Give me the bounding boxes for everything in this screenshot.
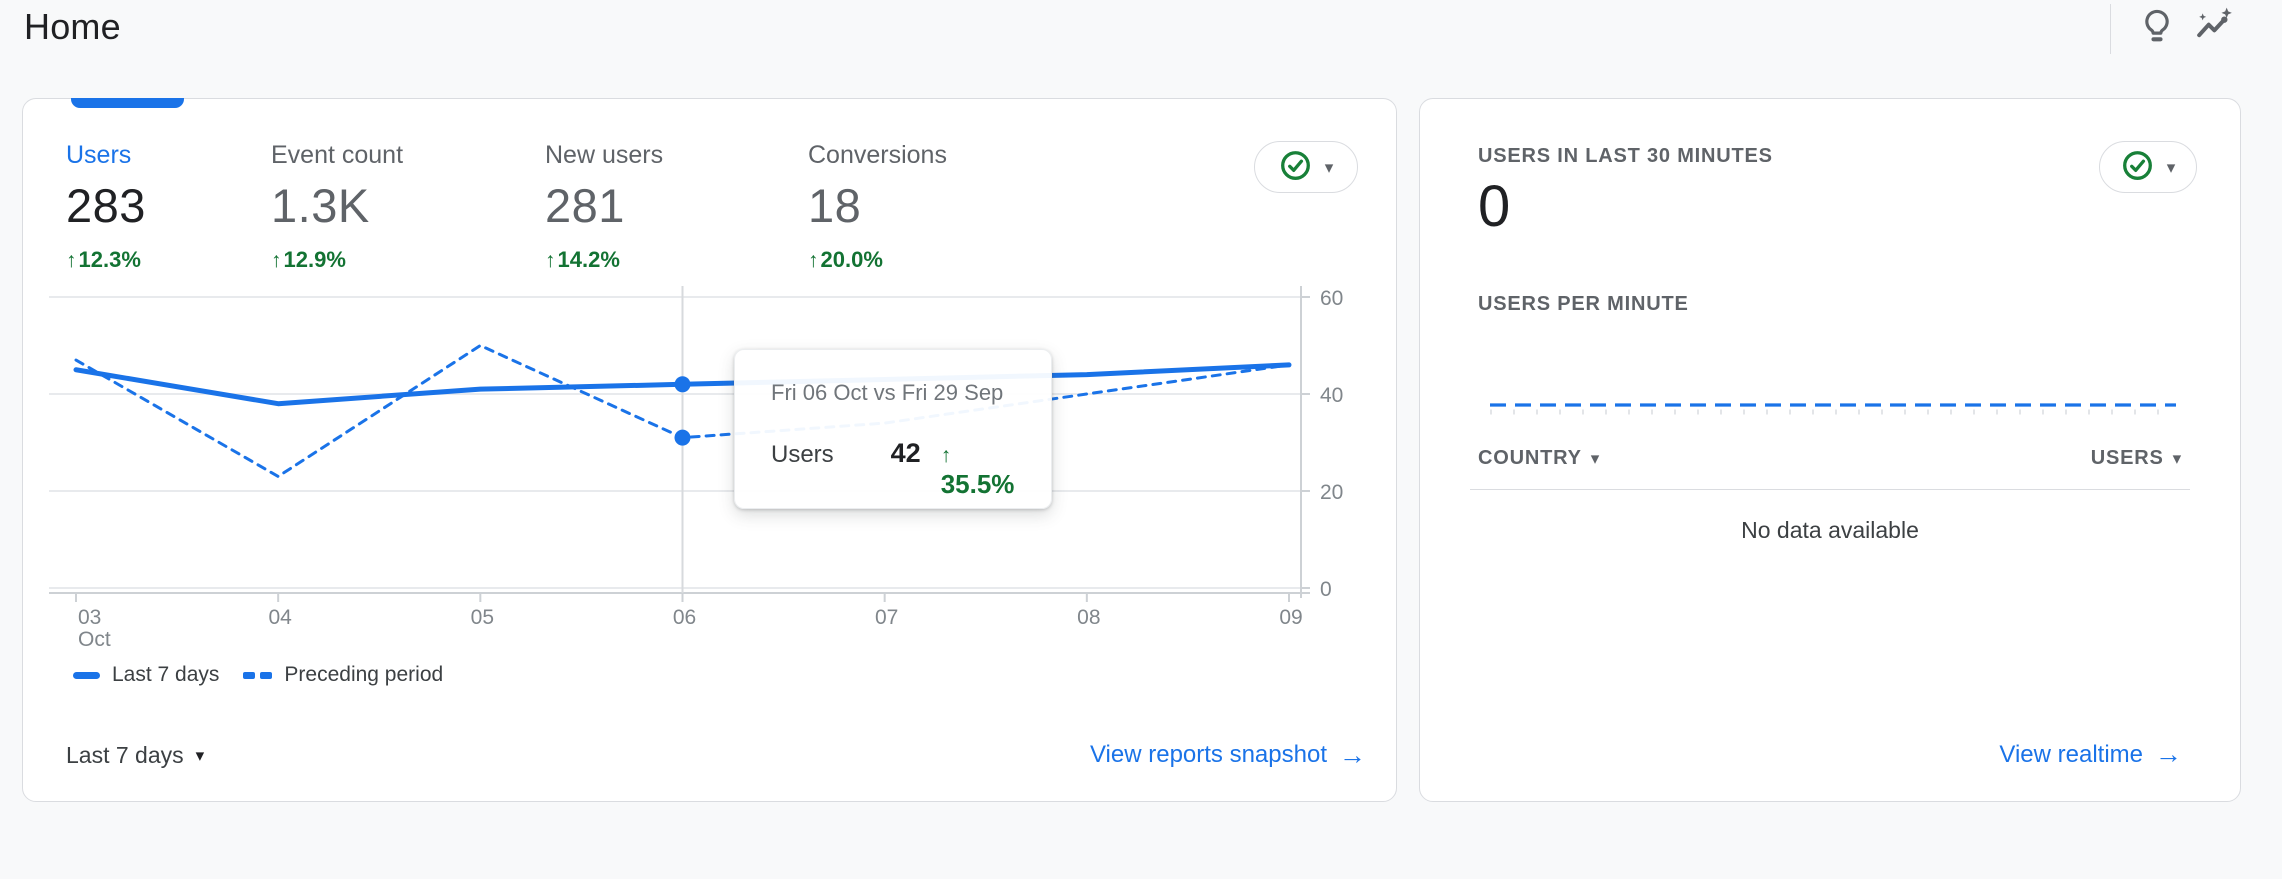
table-divider: [1470, 489, 2190, 490]
solid-line-swatch-icon: [73, 671, 100, 679]
tooltip-delta: ↑ 35.5%: [940, 444, 1015, 499]
metric-delta: ↑14.2%: [545, 247, 620, 272]
svg-text:08: 08: [1077, 606, 1100, 629]
insights-sparkline-icon: [2193, 6, 2237, 49]
chart-tooltip: Fri 06 Oct vs Fri 29 Sep Users 42 ↑ 35.5…: [734, 349, 1052, 509]
up-arrow-icon: ↑: [808, 249, 819, 272]
date-range-selector[interactable]: Last 7 days ▾: [66, 741, 205, 768]
metric-label: Event count: [271, 141, 404, 169]
empty-state-message: No data available: [1741, 517, 1919, 543]
tooltip-metric-row: Users 42 ↑ 35.5%: [771, 438, 1023, 500]
chevron-down-icon: ▾: [2166, 157, 2176, 177]
metric-value: 18: [808, 179, 862, 232]
overview-card: Users 283 ↑12.3% Event count 1.3K ↑12.9%…: [22, 98, 1397, 802]
header-divider: [2110, 4, 2111, 54]
metric-delta: ↑12.9%: [271, 247, 346, 272]
metric-label: Users: [66, 141, 132, 169]
chart-legend: Last 7 days Preceding period: [73, 663, 443, 687]
overview-card-footer: Last 7 days ▾ View reports snapshot →: [66, 733, 1366, 777]
up-arrow-icon: ↑: [545, 249, 556, 272]
metric-value: 1.3K: [271, 179, 370, 232]
users-column-header[interactable]: USERS ▾: [2090, 447, 2182, 469]
chevron-down-icon: ▾: [195, 745, 205, 765]
realtime-card: USERS IN LAST 30 MINUTES 0 ▾ USERS PER M…: [1419, 98, 2241, 802]
chevron-down-icon: ▾: [1590, 449, 1601, 468]
metric-value: 281: [545, 179, 625, 232]
country-column-header[interactable]: COUNTRY ▾: [1478, 447, 1601, 469]
realtime-users-value: 0: [1478, 174, 1511, 239]
up-arrow-icon: ↑: [271, 249, 282, 272]
metric-delta: ↑20.0%: [808, 247, 883, 272]
check-circle-icon: [1279, 149, 1312, 185]
svg-text:04: 04: [268, 606, 292, 629]
tooltip-metric-name: Users: [771, 441, 834, 468]
arrow-right-icon: →: [1339, 739, 1366, 770]
svg-text:03: 03: [78, 606, 101, 629]
svg-text:Oct: Oct: [78, 628, 111, 651]
analytics-insights-button[interactable]: [2192, 4, 2238, 50]
page-title: Home: [24, 6, 121, 47]
view-reports-snapshot-link[interactable]: View reports snapshot →: [1089, 739, 1366, 770]
svg-text:40: 40: [1320, 384, 1343, 407]
tooltip-date-comparison: Fri 06 Oct vs Fri 29 Sep: [771, 380, 1004, 405]
arrow-right-icon: →: [2155, 739, 2182, 769]
up-arrow-icon: ↑: [940, 444, 952, 467]
legend-item-preceding-period: Preceding period: [243, 663, 443, 687]
up-arrow-icon: ↑: [66, 249, 77, 272]
users-per-minute-label: USERS PER MINUTE: [1478, 293, 1689, 315]
svg-text:05: 05: [471, 606, 494, 629]
metric-tab-event-count[interactable]: Event count 1.3K ↑12.9%: [271, 141, 403, 273]
metric-tab-users[interactable]: Users 283 ↑12.3%: [66, 141, 146, 273]
metric-label: Conversions: [808, 141, 947, 169]
view-realtime-link[interactable]: View realtime →: [1999, 739, 2182, 769]
chevron-down-icon: ▾: [1324, 157, 1334, 177]
svg-text:07: 07: [875, 606, 898, 629]
svg-text:60: 60: [1320, 287, 1343, 310]
data-quality-button[interactable]: ▾: [1254, 141, 1358, 193]
users-per-minute-sparkline: [1490, 403, 2176, 415]
realtime-title: USERS IN LAST 30 MINUTES: [1478, 145, 1773, 167]
active-tab-indicator: [71, 98, 184, 108]
svg-text:09: 09: [1279, 606, 1302, 629]
tooltip-metric-value: 42: [890, 438, 921, 468]
insights-lightbulb-button[interactable]: [2134, 4, 2180, 50]
page-header: Home: [0, 0, 2282, 64]
chart-hover-area[interactable]: [49, 286, 1301, 593]
metric-tab-new-users[interactable]: New users 281 ↑14.2%: [545, 141, 663, 273]
svg-text:06: 06: [673, 606, 696, 629]
svg-text:20: 20: [1320, 481, 1343, 504]
svg-text:0: 0: [1320, 578, 1332, 601]
chevron-down-icon: ▾: [2172, 449, 2182, 468]
metric-label: New users: [545, 141, 664, 169]
realtime-card-footer: View realtime →: [1999, 739, 2182, 770]
realtime-table-header: COUNTRY ▾ USERS ▾: [1478, 447, 2182, 470]
metric-value: 283: [66, 179, 146, 232]
metric-tab-conversions[interactable]: Conversions 18 ↑20.0%: [808, 141, 947, 273]
legend-item-last-7-days: Last 7 days: [73, 663, 219, 687]
lightbulb-icon: [2138, 6, 2176, 49]
dashed-line-swatch-icon: [243, 671, 273, 679]
metric-delta: ↑12.3%: [66, 247, 141, 272]
realtime-data-quality-button[interactable]: ▾: [2099, 141, 2197, 193]
check-circle-icon: [2121, 149, 2154, 185]
